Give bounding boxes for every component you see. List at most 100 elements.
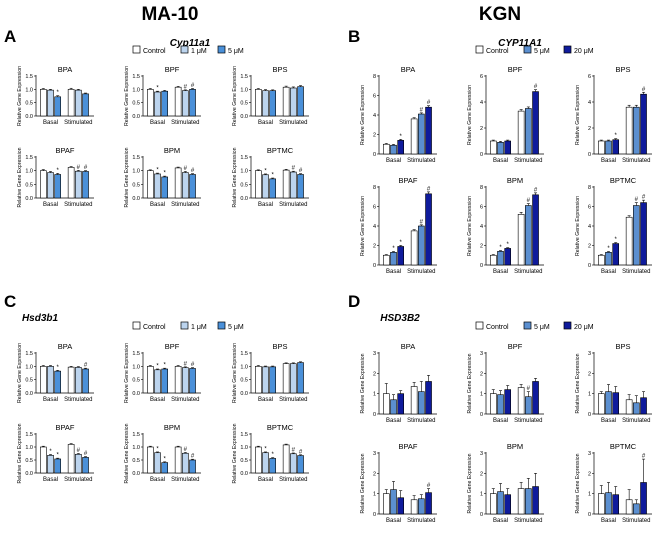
- chart-c-bpm-significance: *: [156, 446, 159, 452]
- chart-b-bptmc-bar: [612, 243, 620, 266]
- chart-a-bpm-title: BPM: [164, 146, 180, 155]
- legend-swatch-control: [132, 45, 141, 54]
- chart-b-bpaf: BPAF Relative Gene Expression 0 2 4 6 8 * * Basal…: [360, 176, 437, 275]
- chart-d-bptmc-title: BPTMC: [610, 442, 637, 451]
- chart-a-bpaf-category-label: Stimulated: [64, 202, 92, 208]
- chart-d-bpa-ytick-label: 3: [373, 351, 376, 357]
- chart-d-bptmc-ytick-label: 2: [588, 471, 591, 477]
- chart-b-bpm-bar: [504, 248, 512, 266]
- chart-b-bpaf-category-label: Basal: [386, 269, 401, 275]
- chart-d-bps-bar: [597, 393, 605, 415]
- chart-c-bpaf-significance: #: [84, 451, 88, 457]
- chart-b-bptmc-ytick-label: 6: [588, 205, 591, 211]
- chart-a-bpm-ytick-label: 1.0: [132, 169, 140, 175]
- chart-c-bpm-ytick-label: 0.5: [132, 458, 140, 464]
- chart-b-bptmc-category-label: Basal: [601, 269, 616, 275]
- chart-c-bpa-significance: #: [84, 363, 88, 369]
- chart-d-bpm-category-label: Stimulated: [514, 518, 542, 524]
- chart-d-bps-bar: [625, 399, 633, 415]
- chart-d-bpa-bar: [382, 393, 390, 415]
- chart-d-bptmc-bar: [633, 503, 640, 515]
- chart-a-bptmc: BPTMC Relative Gene Expression 0.0 0.5 1.0 1.…: [232, 146, 309, 208]
- chart-c-bpa-ytick-label: 0.0: [25, 391, 33, 397]
- panel-b: B CYP11A1 Control 5 μM 20 μM: [348, 27, 594, 55]
- chart-c-bpf-ytick-label: 0.0: [132, 391, 140, 397]
- chart-b-bpf-bar: [517, 110, 525, 155]
- chart-c-bpm-significance: #: [191, 454, 195, 460]
- chart-c-bpm: BPM Relative Gene Expression 0.0 0.5 1.0 1.5 *…: [124, 423, 201, 483]
- chart-d-bpaf-bar: [390, 489, 397, 515]
- chart-d-bpa-category-label: Stimulated: [407, 418, 435, 424]
- chart-d-bps-title: BPS: [615, 342, 630, 351]
- chart-b-bpaf-title: BPAF: [398, 176, 417, 185]
- chart-d-bpm-category-label: Basal: [493, 518, 508, 524]
- chart-c-bps-bar: [282, 363, 290, 394]
- chart-b-bptmc-significance: *: [607, 246, 610, 252]
- chart-c-bptmc: BPTMC Relative Gene Expression 0.0 0.5 1.0 1.…: [232, 423, 309, 483]
- chart-d-bpm-title: BPM: [507, 442, 523, 451]
- chart-c-bpm-bar: [161, 462, 168, 474]
- chart-a-bpaf-significance: #: [84, 165, 88, 171]
- chart-b-bptmc-bar: [633, 205, 640, 266]
- chart-b-bptmc: BPTMC Relative Gene Expression 0 2 4 6 8 * * Basa…: [575, 176, 652, 275]
- chart-b-bpa-significance: #: [420, 107, 424, 113]
- chart-c-bpaf-significance: *: [49, 449, 52, 455]
- chart-a-bps-ytick-label: 0.0: [240, 114, 248, 120]
- chart-a-bpm-significance: #: [184, 166, 188, 172]
- chart-a-bpaf-ytick-label: 0.0: [25, 196, 33, 202]
- chart-a-bptmc-significance: #: [292, 166, 296, 172]
- chart-d-bpaf-category-label: Basal: [386, 518, 401, 524]
- chart-a-bptmc-category-label: Basal: [258, 202, 273, 208]
- chart-a-bpf-ytick-label: 0.5: [132, 101, 140, 107]
- chart-a-bpm-category-label: Basal: [150, 202, 165, 208]
- chart-c-bptmc-bar: [290, 453, 297, 474]
- chart-d-bps-ytick-label: 1: [588, 392, 591, 398]
- chart-b-bps-ylabel: Relative Gene Expression: [575, 85, 581, 145]
- chart-a-bps-bar: [290, 87, 297, 117]
- chart-a-bpa-title: BPA: [58, 65, 72, 74]
- legend-swatch-high: [563, 45, 572, 54]
- chart-c-bpaf-bar: [82, 457, 89, 474]
- chart-d-bpf-ytick-label: 1: [480, 392, 483, 398]
- chart-d-bpf-significance: #: [527, 386, 531, 392]
- chart-a-bpaf-ytick-label: 0.5: [25, 182, 33, 188]
- chart-a-bptmc-significance: *: [272, 173, 275, 179]
- chart-a-bps-ytick-label: 1.5: [240, 74, 248, 80]
- chart-c-bpf-bar: [174, 366, 182, 394]
- legend-d: Control 5 μM 20 μM: [475, 321, 594, 331]
- panel-letter-b: B: [348, 27, 360, 46]
- chart-a-bpm-category-label: Stimulated: [171, 202, 199, 208]
- chart-c-bpf-category-label: Basal: [150, 397, 165, 403]
- chart-c-bpm-bar: [147, 446, 154, 474]
- chart-c-bpf-title: BPF: [165, 342, 180, 351]
- chart-a-bptmc-significance: #: [299, 168, 303, 174]
- chart-d-bptmc-ylabel: Relative Gene Expression: [575, 453, 581, 513]
- chart-b-bpaf-bar: [397, 246, 405, 266]
- chart-a-bpaf-bar: [39, 170, 47, 199]
- chart-a-bpm-bar: [182, 172, 189, 199]
- chart-b-bpa-category-label: Basal: [386, 158, 401, 164]
- chart-d-bpf-ytick-label: 0: [480, 412, 483, 418]
- chart-a-bpm: BPM Relative Gene Expression 0.0 0.5 1.0 1.5 *…: [124, 146, 201, 208]
- chart-c-bpa-bar: [75, 367, 82, 394]
- chart-d-bptmc-bar: [605, 492, 612, 515]
- column-title-ma10: MA-10: [141, 4, 198, 25]
- chart-b-bpa-ytick-label: 0: [373, 152, 376, 158]
- chart-d-bpaf-ytick-label: 0: [373, 512, 376, 518]
- chart-a-bpf-significance: #: [191, 83, 195, 89]
- chart-a-bpa-bar: [47, 89, 54, 117]
- chart-c-bpa-category-label: Basal: [43, 397, 58, 403]
- chart-b-bpf-category-label: Stimulated: [514, 158, 542, 164]
- chart-b-bptmc-significance: *: [615, 237, 618, 243]
- chart-c-bptmc-category-label: Basal: [258, 477, 273, 483]
- chart-c-bptmc-ytick-label: 1.5: [240, 432, 248, 438]
- chart-c-bpf-significance: #: [184, 361, 188, 367]
- chart-b-bpm-ytick-label: 0: [480, 263, 483, 269]
- chart-a-bptmc-category-label: Stimulated: [279, 202, 307, 208]
- legend-swatch-low: [180, 321, 189, 330]
- chart-c-bpaf-bar: [39, 446, 47, 474]
- chart-b-bptmc-bar: [640, 202, 647, 266]
- panel-letter-d: D: [348, 292, 360, 311]
- chart-a-bptmc-significance: *: [264, 168, 267, 174]
- chart-a-bptmc-ytick-label: 1.5: [240, 155, 248, 161]
